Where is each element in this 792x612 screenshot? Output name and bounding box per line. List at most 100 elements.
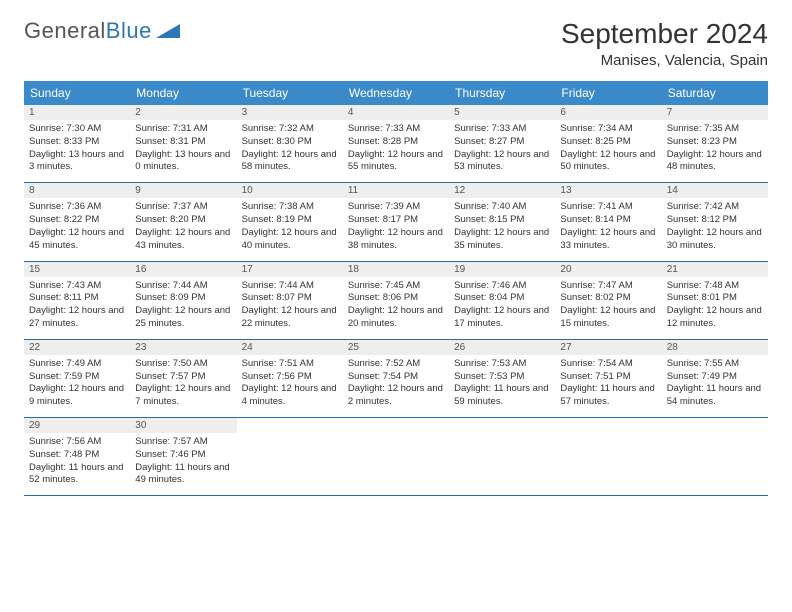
day-details: Sunrise: 7:34 AMSunset: 8:25 PMDaylight:… — [555, 120, 661, 182]
day-number: 15 — [24, 262, 130, 277]
day-number: 28 — [662, 340, 768, 355]
calendar-cell: 18Sunrise: 7:45 AMSunset: 8:06 PMDayligh… — [343, 261, 449, 339]
day-number: 18 — [343, 262, 449, 277]
sunrise-line: Sunrise: 7:31 AM — [135, 123, 231, 136]
sunrise-line: Sunrise: 7:33 AM — [454, 123, 550, 136]
day-details: Sunrise: 7:41 AMSunset: 8:14 PMDaylight:… — [555, 198, 661, 260]
daylight-line: Daylight: 12 hours and 48 minutes. — [667, 149, 763, 175]
day-details: Sunrise: 7:44 AMSunset: 8:09 PMDaylight:… — [130, 277, 236, 339]
title-block: September 2024 Manises, Valencia, Spain — [561, 18, 768, 69]
sunset-line: Sunset: 8:19 PM — [242, 214, 338, 227]
calendar-cell: 22Sunrise: 7:49 AMSunset: 7:59 PMDayligh… — [24, 339, 130, 417]
sunset-line: Sunset: 7:48 PM — [29, 449, 125, 462]
sunrise-line: Sunrise: 7:44 AM — [135, 280, 231, 293]
weekday-header: Sunday — [24, 81, 130, 105]
daylight-line: Daylight: 11 hours and 59 minutes. — [454, 383, 550, 409]
daylight-line: Daylight: 11 hours and 57 minutes. — [560, 383, 656, 409]
day-number: 19 — [449, 262, 555, 277]
daylight-line: Daylight: 12 hours and 43 minutes. — [135, 227, 231, 253]
sunrise-line: Sunrise: 7:38 AM — [242, 201, 338, 214]
sunset-line: Sunset: 8:12 PM — [667, 214, 763, 227]
month-title: September 2024 — [561, 18, 768, 50]
daylight-line: Daylight: 12 hours and 7 minutes. — [135, 383, 231, 409]
day-number: 21 — [662, 262, 768, 277]
daylight-line: Daylight: 12 hours and 15 minutes. — [560, 305, 656, 331]
calendar-cell: 7Sunrise: 7:35 AMSunset: 8:23 PMDaylight… — [662, 105, 768, 183]
brand-triangle-icon — [156, 22, 182, 40]
daylight-line: Daylight: 13 hours and 0 minutes. — [135, 149, 231, 175]
sunset-line: Sunset: 8:22 PM — [29, 214, 125, 227]
day-number: 1 — [24, 105, 130, 120]
daylight-line: Daylight: 12 hours and 20 minutes. — [348, 305, 444, 331]
day-number: 24 — [237, 340, 343, 355]
brand-logo: GeneralBlue — [24, 18, 182, 44]
sunset-line: Sunset: 7:46 PM — [135, 449, 231, 462]
day-details: Sunrise: 7:45 AMSunset: 8:06 PMDaylight:… — [343, 277, 449, 339]
day-number: 7 — [662, 105, 768, 120]
day-details: Sunrise: 7:32 AMSunset: 8:30 PMDaylight:… — [237, 120, 343, 182]
day-details: Sunrise: 7:49 AMSunset: 7:59 PMDaylight:… — [24, 355, 130, 417]
day-number: 5 — [449, 105, 555, 120]
daylight-line: Daylight: 12 hours and 4 minutes. — [242, 383, 338, 409]
calendar-cell: 19Sunrise: 7:46 AMSunset: 8:04 PMDayligh… — [449, 261, 555, 339]
day-details: Sunrise: 7:50 AMSunset: 7:57 PMDaylight:… — [130, 355, 236, 417]
sunset-line: Sunset: 8:07 PM — [242, 292, 338, 305]
day-number: 12 — [449, 183, 555, 198]
sunset-line: Sunset: 7:59 PM — [29, 371, 125, 384]
day-details: Sunrise: 7:37 AMSunset: 8:20 PMDaylight:… — [130, 198, 236, 260]
day-number: 25 — [343, 340, 449, 355]
day-number: 11 — [343, 183, 449, 198]
calendar-cell: 14Sunrise: 7:42 AMSunset: 8:12 PMDayligh… — [662, 183, 768, 261]
day-details: Sunrise: 7:57 AMSunset: 7:46 PMDaylight:… — [130, 433, 236, 495]
page-header: GeneralBlue September 2024 Manises, Vale… — [24, 18, 768, 69]
day-details: Sunrise: 7:44 AMSunset: 8:07 PMDaylight:… — [237, 277, 343, 339]
calendar-cell: 9Sunrise: 7:37 AMSunset: 8:20 PMDaylight… — [130, 183, 236, 261]
calendar-cell: 20Sunrise: 7:47 AMSunset: 8:02 PMDayligh… — [555, 261, 661, 339]
sunset-line: Sunset: 7:49 PM — [667, 371, 763, 384]
day-details: Sunrise: 7:43 AMSunset: 8:11 PMDaylight:… — [24, 277, 130, 339]
day-details: Sunrise: 7:39 AMSunset: 8:17 PMDaylight:… — [343, 198, 449, 260]
day-number: 9 — [130, 183, 236, 198]
day-number: 14 — [662, 183, 768, 198]
day-number: 13 — [555, 183, 661, 198]
calendar-cell: 4Sunrise: 7:33 AMSunset: 8:28 PMDaylight… — [343, 105, 449, 183]
sunset-line: Sunset: 7:54 PM — [348, 371, 444, 384]
sunset-line: Sunset: 8:06 PM — [348, 292, 444, 305]
day-number: 29 — [24, 418, 130, 433]
day-details: Sunrise: 7:54 AMSunset: 7:51 PMDaylight:… — [555, 355, 661, 417]
calendar-thead: SundayMondayTuesdayWednesdayThursdayFrid… — [24, 81, 768, 105]
sunset-line: Sunset: 8:31 PM — [135, 136, 231, 149]
calendar-cell: 6Sunrise: 7:34 AMSunset: 8:25 PMDaylight… — [555, 105, 661, 183]
sunrise-line: Sunrise: 7:44 AM — [242, 280, 338, 293]
calendar-cell: 26Sunrise: 7:53 AMSunset: 7:53 PMDayligh… — [449, 339, 555, 417]
sunset-line: Sunset: 8:30 PM — [242, 136, 338, 149]
sunset-line: Sunset: 8:17 PM — [348, 214, 444, 227]
sunset-line: Sunset: 7:51 PM — [560, 371, 656, 384]
calendar-cell: 10Sunrise: 7:38 AMSunset: 8:19 PMDayligh… — [237, 183, 343, 261]
sunrise-line: Sunrise: 7:46 AM — [454, 280, 550, 293]
daylight-line: Daylight: 12 hours and 50 minutes. — [560, 149, 656, 175]
calendar-row: 22Sunrise: 7:49 AMSunset: 7:59 PMDayligh… — [24, 339, 768, 417]
daylight-line: Daylight: 12 hours and 53 minutes. — [454, 149, 550, 175]
day-number: 23 — [130, 340, 236, 355]
day-details: Sunrise: 7:55 AMSunset: 7:49 PMDaylight:… — [662, 355, 768, 417]
sunset-line: Sunset: 8:25 PM — [560, 136, 656, 149]
daylight-line: Daylight: 12 hours and 33 minutes. — [560, 227, 656, 253]
sunrise-line: Sunrise: 7:30 AM — [29, 123, 125, 136]
day-number: 22 — [24, 340, 130, 355]
day-details: Sunrise: 7:42 AMSunset: 8:12 PMDaylight:… — [662, 198, 768, 260]
sunset-line: Sunset: 8:14 PM — [560, 214, 656, 227]
sunset-line: Sunset: 7:53 PM — [454, 371, 550, 384]
sunrise-line: Sunrise: 7:57 AM — [135, 436, 231, 449]
sunrise-line: Sunrise: 7:51 AM — [242, 358, 338, 371]
calendar-row: 29Sunrise: 7:56 AMSunset: 7:48 PMDayligh… — [24, 418, 768, 496]
sunrise-line: Sunrise: 7:34 AM — [560, 123, 656, 136]
daylight-line: Daylight: 11 hours and 54 minutes. — [667, 383, 763, 409]
day-number: 8 — [24, 183, 130, 198]
calendar-table: SundayMondayTuesdayWednesdayThursdayFrid… — [24, 81, 768, 496]
daylight-line: Daylight: 13 hours and 3 minutes. — [29, 149, 125, 175]
calendar-cell: 23Sunrise: 7:50 AMSunset: 7:57 PMDayligh… — [130, 339, 236, 417]
daylight-line: Daylight: 11 hours and 49 minutes. — [135, 462, 231, 488]
day-number: 16 — [130, 262, 236, 277]
daylight-line: Daylight: 12 hours and 22 minutes. — [242, 305, 338, 331]
